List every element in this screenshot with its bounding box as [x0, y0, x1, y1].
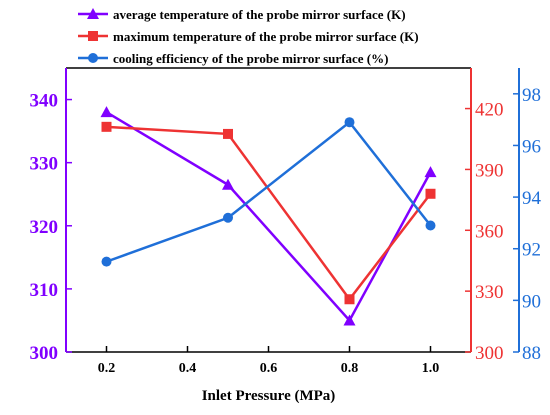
series-2-point — [425, 188, 436, 199]
x-tick-label: 0.4 — [179, 361, 197, 376]
legend-label-3: cooling efficiency of the probe mirror s… — [113, 51, 388, 66]
series-3-point — [344, 117, 355, 128]
right-y-axis-2-tick-label: 88 — [522, 343, 541, 364]
right-y-axis-2-tick-label: 98 — [522, 85, 541, 106]
x-axis-title: Inlet Pressure (MPa) — [202, 388, 336, 404]
series-line-2 — [106, 125, 432, 302]
right-y-axis-1-tick-label: 420 — [475, 100, 504, 121]
right-y-axis-2-tick-label: 94 — [522, 188, 542, 209]
series-3-point — [101, 256, 112, 267]
legend-label-1: average temperature of the probe mirror … — [113, 7, 406, 22]
right-y-axis-1-tick-label: 360 — [475, 221, 504, 242]
legend-marker-1 — [87, 8, 99, 19]
right-y-axis-1-tick-label: 300 — [475, 343, 504, 364]
x-tick-label: 0.6 — [260, 361, 278, 376]
series-1-point — [343, 314, 356, 326]
left-y-tick-label: 300 — [30, 343, 59, 364]
left-y-tick-label: 310 — [30, 280, 59, 301]
x-tick-label: 0.8 — [341, 361, 359, 376]
series-3-point — [223, 212, 233, 223]
left-y-tick-label: 330 — [30, 154, 59, 175]
series-line-3 — [106, 120, 432, 263]
series-2-point — [223, 128, 233, 139]
right-y-axis-2-tick-label: 96 — [522, 136, 541, 157]
series-1-point — [424, 166, 437, 178]
right-y-axis-1-tick-label: 330 — [475, 282, 504, 303]
legend-marker-2 — [88, 31, 98, 41]
series-1-point — [100, 106, 113, 118]
series-line-1 — [105, 111, 432, 323]
series-2-point — [101, 121, 112, 132]
x-tick-label: 1.0 — [422, 361, 440, 376]
right-y-axis-2-tick-label: 92 — [522, 240, 541, 261]
right-y-axis-2-tick-label: 90 — [522, 291, 541, 312]
right-y-axis-1-tick-label: 390 — [475, 160, 504, 181]
left-y-tick-label: 340 — [30, 91, 59, 112]
left-y-tick-label: 320 — [30, 217, 59, 238]
series-3-point — [425, 220, 436, 231]
series-1-point — [222, 178, 234, 190]
series-2-point — [344, 294, 355, 305]
x-tick-label: 0.2 — [98, 361, 116, 376]
legend-label-2: maximum temperature of the probe mirror … — [113, 29, 419, 44]
legend-marker-3 — [88, 53, 98, 63]
